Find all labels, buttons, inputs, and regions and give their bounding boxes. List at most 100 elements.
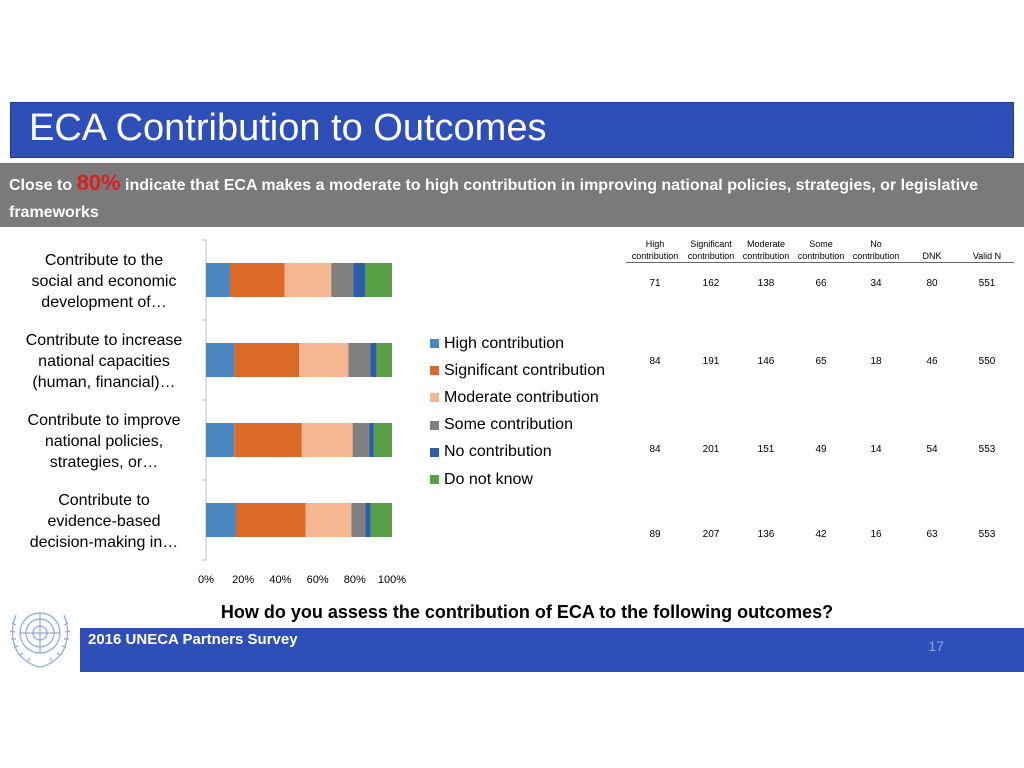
stats-cell: 146 [757, 356, 775, 367]
legend-label: Significant contribution [444, 361, 605, 379]
legend-label: High contribution [444, 334, 565, 352]
un-emblem-icon [9, 612, 71, 668]
legend-item: Moderate contribution [430, 384, 605, 411]
bar-segment [373, 423, 392, 457]
bar-segment [370, 343, 377, 377]
stats-cell: 34 [870, 278, 882, 289]
legend-item: Do not know [430, 466, 605, 493]
bar-segment [305, 503, 352, 537]
bar-segment [206, 503, 236, 537]
title-bar: ECA Contribution to Outcomes [10, 102, 1014, 158]
stats-cell: 162 [702, 278, 720, 289]
stats-cell: 201 [702, 444, 720, 455]
survey-name: 2016 UNECA Partners Survey [88, 631, 298, 648]
stats-cell: 553 [978, 529, 996, 540]
stats-cell: 16 [870, 529, 882, 540]
survey-question: How do you assess the contribution of EC… [220, 602, 834, 622]
legend-swatch [430, 339, 439, 349]
subtitle-prefix: Close to [9, 177, 77, 194]
bar-segment [353, 263, 365, 297]
category-label: social and economic [32, 273, 177, 290]
category-label: Contribute to [58, 492, 150, 509]
category-label: Contribute to the [45, 252, 163, 269]
footer-bar: 2016 UNECA Partners Survey 17 [80, 628, 1024, 672]
category-label: (human, financial)… [32, 374, 175, 391]
stats-cell: 80 [926, 278, 938, 289]
legend-label: No contribution [444, 443, 552, 461]
bar-segment [206, 423, 235, 457]
stats-header-cell: Valid N [972, 251, 1002, 261]
stats-cell: 553 [978, 444, 996, 455]
stats-cell: 89 [649, 529, 661, 540]
legend-swatch [430, 447, 439, 457]
stats-cell: 14 [870, 444, 882, 455]
stats-cell: 71 [649, 278, 661, 289]
x-tick-label: 20% [232, 574, 254, 586]
bar-segment [376, 343, 392, 377]
bar-segment [234, 343, 299, 377]
stats-cell: 550 [978, 356, 996, 367]
stats-cell: 191 [702, 356, 720, 367]
stats-cell: 65 [815, 356, 827, 367]
legend-swatch [430, 393, 439, 403]
category-label: national capacities [38, 353, 170, 370]
stats-cell: 54 [926, 444, 938, 455]
x-tick-label: 80% [344, 574, 366, 586]
legend-item: Some contribution [430, 412, 605, 439]
stacked-bar-chart: Contribute to the social and economic deve… [26, 239, 406, 586]
bar-segment [348, 343, 371, 377]
category-label: national policies, [45, 433, 163, 450]
bar-segment [365, 503, 371, 537]
page-title: ECA Contribution to Outcomes [29, 107, 547, 149]
stats-header-cell: Significant contribution [687, 239, 735, 261]
x-tick-label: 0% [198, 574, 214, 586]
subtitle-highlight: 80% [76, 170, 121, 195]
bar-segment [206, 343, 235, 377]
subtitle: Close to 80% indicate that ECA makes a m… [9, 169, 999, 226]
legend-item: Significant contribution [430, 357, 605, 384]
stats-cell: 84 [649, 444, 661, 455]
bar-segment [370, 503, 392, 537]
bar-segment [299, 343, 349, 377]
bar-segment [331, 263, 354, 297]
bar-segment [301, 423, 353, 457]
stats-cell: 49 [815, 444, 827, 455]
stats-header-cell: DNK [922, 251, 942, 261]
stats-header-cell: High contribution [631, 239, 679, 261]
x-tick-label: 40% [269, 574, 291, 586]
stats-cell: 136 [757, 529, 775, 540]
bar-segment [352, 423, 370, 457]
stats-cell: 551 [978, 278, 996, 289]
legend-swatch [430, 366, 439, 376]
stats-cell: 84 [649, 356, 661, 367]
stats-header-cell: No contribution [852, 239, 900, 261]
x-tick-label: 100% [378, 574, 406, 586]
bar-segment [364, 263, 392, 297]
bar-segment [229, 263, 285, 297]
stats-cell: 63 [926, 529, 938, 540]
category-label: Contribute to increase [26, 332, 183, 349]
bar-segment [369, 423, 374, 457]
stats-cell: 18 [870, 356, 882, 367]
category-label: Contribute to improve [28, 412, 181, 429]
category-label: evidence-based [48, 513, 161, 530]
stats-header-cell: Moderate contribution [742, 239, 790, 261]
legend-item: High contribution [430, 330, 605, 357]
chart-legend: High contribution Significant contributio… [430, 330, 605, 493]
stats-cell: 42 [815, 529, 827, 540]
bar-segment [351, 503, 366, 537]
stats-cell: 138 [757, 278, 775, 289]
category-label: development of… [41, 294, 166, 311]
x-tick-label: 60% [307, 574, 329, 586]
bar-segment [206, 263, 230, 297]
stats-cell: 207 [702, 529, 720, 540]
bar-segment [235, 503, 306, 537]
category-label: strategies, or… [50, 454, 158, 471]
bar-segment [284, 263, 332, 297]
bar-segment [234, 423, 302, 457]
legend-swatch [430, 420, 439, 430]
stats-header-cell: Some contribution [797, 239, 845, 261]
stats-table-header: High contribution Significant contribution M… [626, 238, 1014, 263]
category-label: decision-making in… [30, 534, 179, 551]
page-number: 17 [928, 638, 944, 654]
